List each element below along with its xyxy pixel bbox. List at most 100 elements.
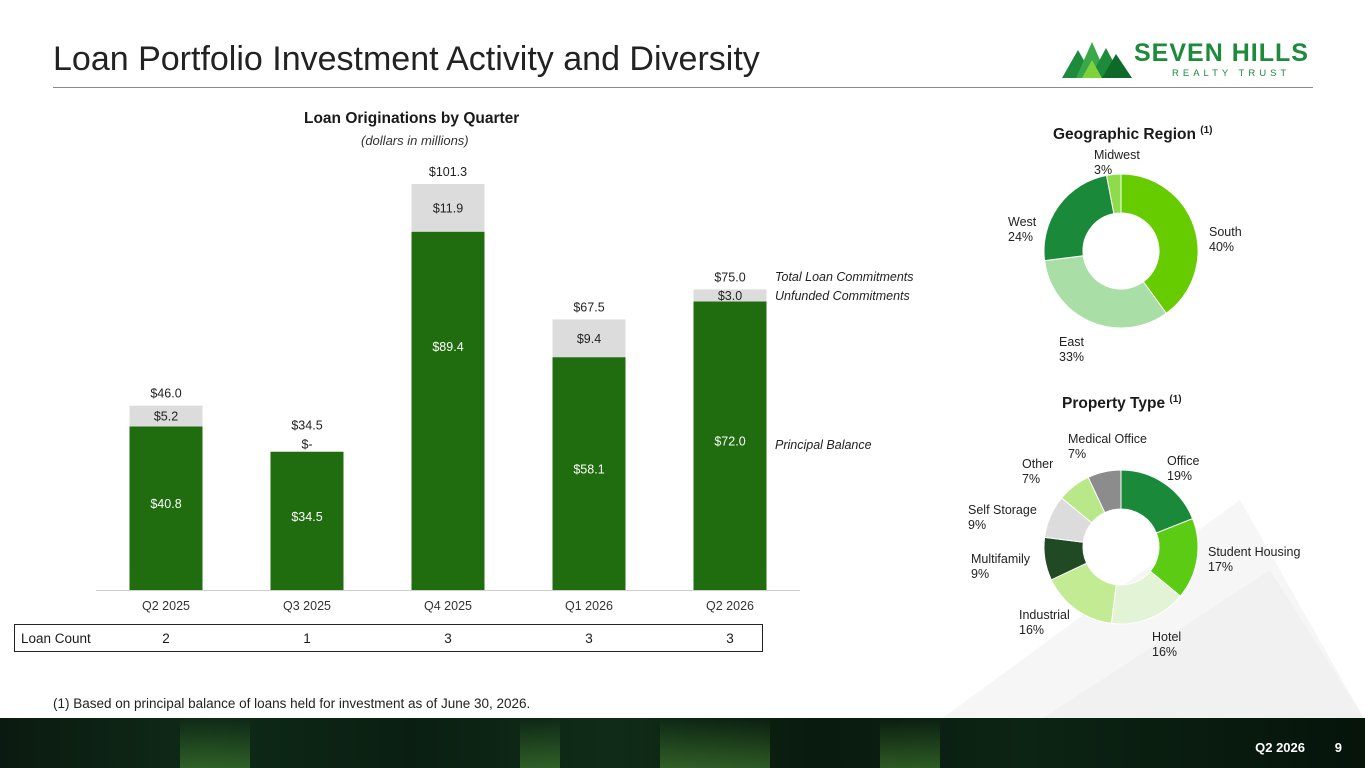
bar-principal-balance bbox=[411, 231, 485, 590]
data-label-total: $34.5 bbox=[291, 419, 322, 433]
data-label-total: $67.5 bbox=[573, 300, 604, 314]
donut-slice-south bbox=[1120, 173, 1199, 314]
slice-name: Industrial bbox=[1019, 608, 1070, 622]
legend-principal-balance: Principal Balance bbox=[775, 438, 872, 452]
slice-name: Student Housing bbox=[1208, 545, 1301, 559]
footer-decoration bbox=[660, 718, 770, 768]
data-label-principal: $34.5 bbox=[291, 510, 322, 524]
page-number: 9 bbox=[1334, 740, 1342, 755]
slice-name: Midwest bbox=[1094, 148, 1140, 162]
legend-unfunded-commitments: Unfunded Commitments bbox=[775, 289, 910, 303]
property-slice-label-self-storage: Self Storage 9% bbox=[968, 503, 1037, 533]
geo-chart-title-text: Geographic Region bbox=[1053, 126, 1196, 144]
property-slice-label-other: Other 7% bbox=[1022, 457, 1053, 487]
slice-name: Medical Office bbox=[1068, 432, 1147, 446]
slice-name: South bbox=[1209, 225, 1242, 239]
logo-name: SEVEN HILLS bbox=[1134, 39, 1309, 67]
bar-principal-balance bbox=[552, 357, 626, 590]
bar-principal-balance bbox=[270, 451, 344, 590]
property-slice-label-office: Office 19% bbox=[1167, 454, 1199, 484]
loan-count-label: Loan Count bbox=[21, 631, 91, 646]
data-label-total: $46.0 bbox=[150, 387, 181, 401]
slice-name: Hotel bbox=[1152, 630, 1182, 644]
bar-unfunded-commitments bbox=[552, 319, 626, 358]
company-logo: SEVEN HILLS REALTY TRUST bbox=[1062, 38, 1322, 82]
slice-pct: 24% bbox=[1008, 230, 1034, 244]
donut-slice-west bbox=[1043, 174, 1115, 262]
footer-band bbox=[0, 718, 1365, 768]
geo-slice-label-west: West 24% bbox=[1008, 215, 1036, 245]
geo-slice-label-south: South 40% bbox=[1209, 225, 1242, 255]
x-tick-label: Q3 2025 bbox=[283, 599, 331, 613]
geo-slice-label-midwest: Midwest 3% bbox=[1094, 148, 1140, 178]
donut-slice-east bbox=[1044, 255, 1167, 329]
slice-pct: 7% bbox=[1068, 447, 1087, 461]
property-slice-label-industrial: Industrial 16% bbox=[1019, 608, 1070, 638]
slice-pct: 16% bbox=[1019, 623, 1045, 637]
legend-total-commitments: Total Loan Commitments bbox=[775, 270, 914, 284]
property-slice-label-hotel: Hotel 16% bbox=[1152, 630, 1181, 660]
loan-count-row: Loan Count 2 1 3 3 3 bbox=[14, 624, 763, 652]
property-slice-label-medical-office: Medical Office 7% bbox=[1068, 432, 1147, 462]
data-label-unfunded: $3.0 bbox=[718, 289, 742, 303]
property-slice-label-multifamily: Multifamily 9% bbox=[971, 552, 1030, 582]
slice-name: East bbox=[1059, 335, 1085, 349]
property-chart-title: Property Type (1) bbox=[1062, 394, 1182, 413]
slice-pct: 9% bbox=[968, 518, 987, 532]
footer-decoration bbox=[880, 718, 940, 768]
x-tick-label: Q4 2025 bbox=[424, 599, 472, 613]
x-tick-label: Q1 2026 bbox=[565, 599, 613, 613]
slice-pct: 17% bbox=[1208, 560, 1234, 574]
data-label-principal: $58.1 bbox=[573, 463, 604, 477]
slice-name: West bbox=[1008, 215, 1037, 229]
property-chart-title-note: (1) bbox=[1169, 394, 1182, 405]
slice-pct: 40% bbox=[1209, 240, 1235, 254]
loan-count-value: 2 bbox=[162, 631, 170, 646]
bar-principal-balance bbox=[693, 301, 767, 590]
loan-count-value: 3 bbox=[444, 631, 452, 646]
slice-pct: 7% bbox=[1022, 472, 1041, 486]
bar-unfunded-commitments bbox=[129, 405, 203, 427]
geo-chart-title-note: (1) bbox=[1200, 125, 1213, 136]
data-label-total: $101.3 bbox=[429, 165, 467, 179]
title-divider bbox=[53, 87, 1313, 88]
bar-unfunded-commitments bbox=[693, 289, 767, 302]
slice-name: Other bbox=[1022, 457, 1054, 471]
x-tick-label: Q2 2025 bbox=[142, 599, 190, 613]
slice-name: Multifamily bbox=[971, 552, 1031, 566]
slice-pct: 9% bbox=[971, 567, 990, 581]
logo-subtitle: REALTY TRUST bbox=[1172, 68, 1291, 79]
bar-chart-subtitle: (dollars in millions) bbox=[361, 133, 469, 148]
data-label-principal: $89.4 bbox=[432, 340, 463, 354]
geo-chart-title: Geographic Region (1) bbox=[1053, 125, 1213, 144]
slice-pct: 33% bbox=[1059, 350, 1085, 364]
data-label-principal: $40.8 bbox=[150, 497, 181, 511]
footer-decoration bbox=[520, 718, 560, 768]
bar-unfunded-commitments bbox=[411, 184, 485, 232]
footer-quarter: Q2 2026 bbox=[1255, 740, 1305, 755]
data-label-unfunded: $5.2 bbox=[154, 410, 178, 424]
slice-pct: 16% bbox=[1152, 645, 1178, 659]
slice-name: Office bbox=[1167, 454, 1200, 468]
data-label-unfunded: $11.9 bbox=[433, 201, 463, 215]
geo-donut-chart bbox=[1043, 173, 1199, 329]
data-label-total: $75.0 bbox=[714, 270, 745, 284]
x-tick-label: Q2 2026 bbox=[706, 599, 754, 613]
loan-count-value: 1 bbox=[303, 631, 311, 646]
mountains-logo-icon bbox=[1062, 42, 1132, 78]
slice-pct: 19% bbox=[1167, 469, 1193, 483]
footer-decoration bbox=[180, 718, 250, 768]
geo-slice-label-east: East 33% bbox=[1059, 335, 1084, 365]
data-label-unfunded: $- bbox=[301, 438, 312, 452]
data-label-unfunded: $9.4 bbox=[577, 332, 601, 346]
bar-principal-balance bbox=[129, 426, 203, 590]
slice-pct: 3% bbox=[1094, 163, 1113, 177]
loan-count-value: 3 bbox=[585, 631, 593, 646]
footnote: (1) Based on principal balance of loans … bbox=[53, 696, 531, 711]
property-donut-chart bbox=[1043, 469, 1199, 625]
bar-chart-title: Loan Originations by Quarter bbox=[304, 110, 520, 127]
property-slice-label-student-housing: Student Housing 17% bbox=[1208, 545, 1300, 575]
data-label-principal: $72.0 bbox=[714, 435, 745, 449]
loan-count-value: 3 bbox=[726, 631, 734, 646]
donut-slice-midwest bbox=[1105, 173, 1122, 215]
